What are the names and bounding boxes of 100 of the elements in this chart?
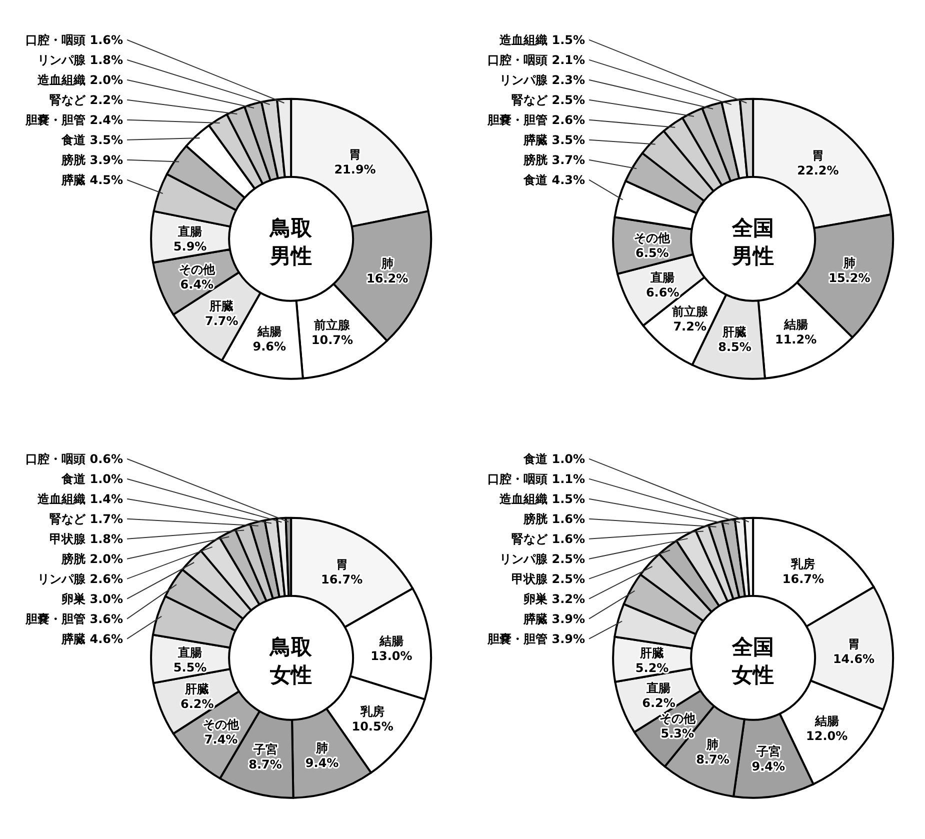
data-label: 9.4% xyxy=(305,756,339,770)
slice-label: リンパ腺 1.8% xyxy=(38,52,124,67)
slice-label: 甲状腺 1.8% xyxy=(50,532,124,546)
slice-label: 膵臓 4.5% xyxy=(60,172,124,187)
data-label: 6.5% xyxy=(636,246,669,260)
slice-label: 膀胱 2.0% xyxy=(60,552,124,566)
slice-label: その他 xyxy=(634,230,672,245)
slice-label: 乳房 xyxy=(790,557,816,572)
slice-label: 腎など 2.5% xyxy=(512,92,586,107)
data-label: 9.4% xyxy=(752,760,786,774)
slice-label: 造血組織 2.0% xyxy=(36,72,124,87)
slice-label: リンパ腺 2.5% xyxy=(500,552,586,566)
slice-label: 肺 xyxy=(380,256,394,270)
text: 全国 xyxy=(731,634,774,659)
slice-label: 食道 1.0% xyxy=(60,472,124,486)
text: 鳥取 xyxy=(269,216,314,240)
slice-label: 膵臓 4.6% xyxy=(60,632,124,646)
slice-label: 膀胱 1.6% xyxy=(522,512,586,526)
data-label: 22.2% xyxy=(797,163,839,178)
slice-label: 胃 xyxy=(848,637,860,652)
slice-label: 造血組織 1.5% xyxy=(498,492,586,506)
data-label: 10.7% xyxy=(311,333,354,348)
slice-label: 腎など 1.6% xyxy=(512,532,586,546)
slice-label: 直腸 xyxy=(177,646,202,660)
data-label: 13.0% xyxy=(370,648,412,663)
slice-label: 膀胱 3.7% xyxy=(522,152,586,167)
slice-label: 胃 xyxy=(336,557,348,572)
data-label: 7.7% xyxy=(204,314,238,328)
text: 全国 xyxy=(731,216,774,240)
text: 男性 xyxy=(269,244,312,268)
slice-label: 卵巣 3.0% xyxy=(60,592,124,606)
slice-label: 直腸 xyxy=(646,680,671,695)
slice-label: 腎など 2.2% xyxy=(50,92,124,107)
slice-label: 食道 1.0% xyxy=(522,452,586,466)
text: 女性 xyxy=(731,662,774,687)
slice-label: 直腸 xyxy=(177,224,202,238)
slice-label: 肺 xyxy=(706,737,719,752)
slice-label: 食道 4.3% xyxy=(522,172,586,187)
slice-label: 造血組織 1.5% xyxy=(498,32,586,47)
slice-label: 口腔・咽頭 2.1% xyxy=(488,52,586,67)
slice-label: 肝臓 xyxy=(184,682,210,696)
data-label: 12.0% xyxy=(806,728,848,743)
data-label: 5.2% xyxy=(635,660,669,675)
data-label: 14.6% xyxy=(832,652,875,666)
slice-label: 子宮 xyxy=(755,744,780,759)
slice-label: 子宮 xyxy=(252,742,278,756)
slice-label: 膵臓 3.5% xyxy=(522,132,586,147)
text: 鳥取 xyxy=(269,634,314,659)
data-label: 7.2% xyxy=(673,320,706,334)
slice-label: 口腔・咽頭 0.6% xyxy=(26,452,124,466)
slice-label: 口腔・咽頭 1.6% xyxy=(26,32,124,47)
slice-label: 口腔・咽頭 1.1% xyxy=(488,472,586,486)
data-label: 15.2% xyxy=(828,271,870,286)
slice-label: 前立腺 xyxy=(670,304,709,319)
slice-label: 乳房 xyxy=(360,704,385,718)
slice-label: その他 xyxy=(178,262,216,276)
data-label: 16.7% xyxy=(782,572,824,586)
data-label: 5.5% xyxy=(173,660,207,675)
slice-label: 膀胱 3.9% xyxy=(60,152,124,167)
data-label: 6.4% xyxy=(180,277,214,292)
slice-label: 肝臓 xyxy=(722,325,747,340)
slice-label: 胆嚢・胆管 2.6% xyxy=(486,112,586,127)
slice-label: 肺 xyxy=(842,256,856,270)
slice-label: 肝臓 xyxy=(639,646,664,660)
slice-label: 卵巣 3.2% xyxy=(522,592,586,606)
slice-label: その他 xyxy=(203,718,240,732)
slice-label: 肺 xyxy=(315,740,328,755)
data-label: 8.7% xyxy=(696,752,730,766)
data-label: 10.5% xyxy=(352,719,394,734)
data-label: 16.7% xyxy=(320,572,363,586)
slice-label: 甲状腺 2.5% xyxy=(512,572,586,586)
text: 男性 xyxy=(731,244,774,268)
slice-label: 結腸 xyxy=(378,634,404,648)
slice-label: 胃 xyxy=(349,148,362,162)
data-label: 8.7% xyxy=(248,757,282,772)
data-label: 8.5% xyxy=(718,340,752,354)
slice-label: 直腸 xyxy=(650,270,675,285)
slice-label: その他 xyxy=(659,712,696,726)
data-label: 16.2% xyxy=(366,272,408,286)
slice-label: 胆嚢・胆管 3.9% xyxy=(486,632,586,646)
slice-label: 結腸 xyxy=(256,324,282,338)
text: 女性 xyxy=(269,662,312,687)
data-label: 21.9% xyxy=(334,162,376,177)
slice-label: リンパ腺 2.3% xyxy=(500,72,586,87)
data-label: 7.4% xyxy=(204,732,238,747)
data-label: 9.6% xyxy=(252,339,286,354)
slice-label: 肝臓 xyxy=(208,299,234,314)
slice-label: 胃 xyxy=(812,148,824,162)
slice-label: 食道 3.5% xyxy=(60,132,124,147)
data-label: 11.2% xyxy=(774,332,817,346)
slice-label: リンパ腺 2.6% xyxy=(38,572,124,586)
slice-label: 腎など 1.7% xyxy=(50,512,124,526)
slice-label: 結腸 xyxy=(814,714,839,728)
slice-label: 前立腺 xyxy=(313,318,352,332)
slice-label: 胆嚢・胆管 3.6% xyxy=(24,612,124,626)
data-label: 6.2% xyxy=(642,696,676,710)
data-label: 6.6% xyxy=(646,286,680,300)
slice-label: 結腸 xyxy=(782,317,808,332)
data-label: 6.2% xyxy=(180,696,214,711)
slice-label: 胆嚢・胆管 2.4% xyxy=(24,112,124,127)
